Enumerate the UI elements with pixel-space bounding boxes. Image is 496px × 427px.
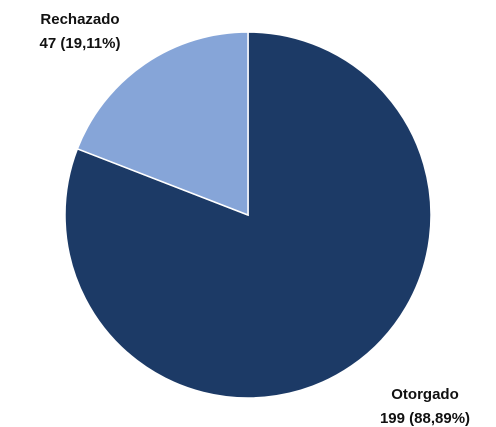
- slice-value-label: 199 (88,89%): [380, 410, 470, 427]
- slice-label: Otorgado: [391, 386, 459, 403]
- pie-slice: [64, 31, 432, 399]
- slice-value-label: 47 (19,11%): [40, 35, 121, 52]
- slice-label: Rechazado: [40, 11, 119, 28]
- pie-slice: [76, 31, 249, 217]
